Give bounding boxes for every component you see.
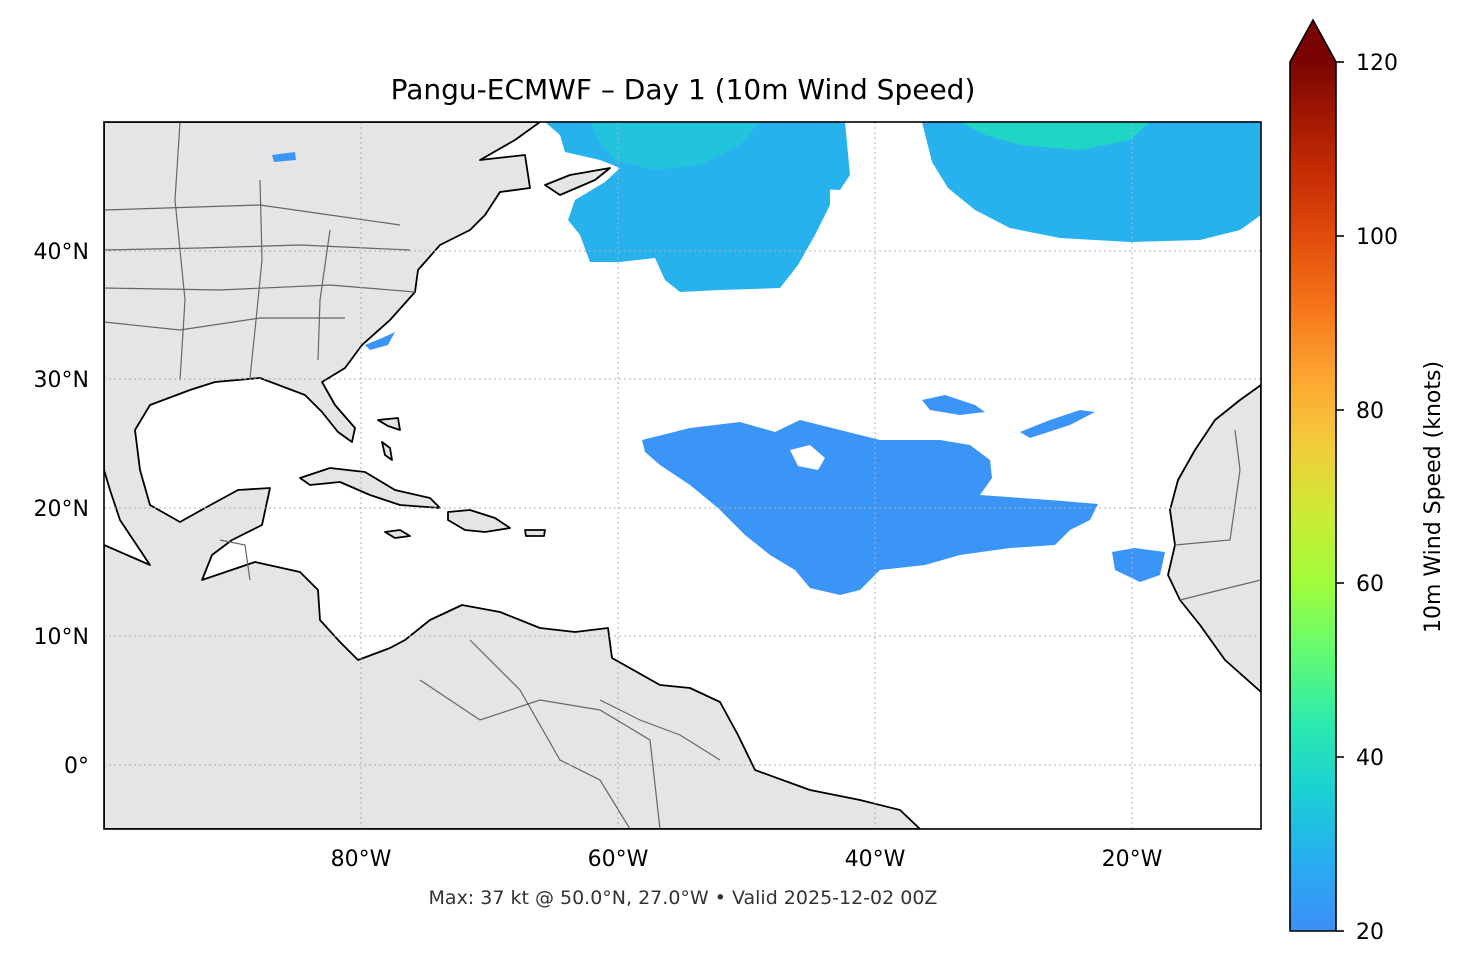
- land-bahamas: [377, 417, 401, 431]
- lat-tick-label: 10°N: [34, 625, 89, 650]
- land-hispaniola: [447, 509, 511, 533]
- colorbar-gradient: [1290, 62, 1336, 931]
- map-frame: [103, 121, 1262, 830]
- wind-area-nw-atlantic-core: [590, 122, 760, 170]
- colorbar-outline: [1289, 18, 1337, 932]
- wind-area-ne-atlantic-core: [960, 122, 1150, 150]
- lon-tick-labels: 80°W 60°W 40°W 20°W: [331, 847, 1163, 872]
- map-title: Pangu-ECMWF – Day 1 (10m Wind Speed): [391, 73, 976, 106]
- lon-tick-label: 60°W: [588, 847, 649, 872]
- max-wind-caption: Max: 37 kt @ 50.0°N, 27.0°W • Valid 2025…: [429, 887, 938, 909]
- land-puerto-rico: [524, 529, 546, 537]
- land-north-america: [104, 122, 921, 829]
- map-panel: [103, 121, 1262, 830]
- colorbar-tick-label: 80: [1356, 399, 1384, 424]
- colorbar-label: 10m Wind Speed (knots): [1421, 361, 1446, 633]
- colorbar: 20 40 60 80 100 120 10m Wind Speed (knot…: [1289, 18, 1446, 945]
- lat-tick-label: 40°N: [34, 240, 89, 265]
- political-borders: [104, 122, 1261, 829]
- land-nova-scotia: [544, 167, 611, 196]
- colorbar-ticks: [1336, 61, 1344, 932]
- lat-tick-label: 0°: [64, 754, 89, 779]
- colorbar-tick-label: 20: [1356, 920, 1384, 945]
- wind-area-ne-atlantic: [922, 122, 1261, 242]
- lat-tick-label: 30°N: [34, 368, 89, 393]
- colorbar-tick-label: 120: [1356, 51, 1398, 76]
- wind-area-great-lakes: [272, 152, 296, 162]
- land-layer: [104, 122, 1261, 829]
- wind-area-bermuda: [365, 332, 395, 350]
- lon-tick-label: 80°W: [331, 847, 392, 872]
- colorbar-extend-arrow: [1290, 20, 1336, 62]
- land-bahamas-2: [381, 441, 393, 461]
- lat-tick-label: 20°N: [34, 497, 89, 522]
- land-jamaica: [384, 529, 411, 539]
- wind-area-cape-verde: [1112, 548, 1165, 582]
- colorbar-tick-label: 60: [1356, 572, 1384, 597]
- lon-tick-label: 40°W: [845, 847, 906, 872]
- wind-area-nw-atlantic: [545, 122, 850, 292]
- wind-area-central-atlantic-2: [1020, 410, 1095, 438]
- wind-area-trade-winds-hole: [790, 445, 825, 470]
- lat-tick-labels: 40°N 30°N 20°N 10°N 0°: [34, 240, 89, 779]
- colorbar-tick-label: 40: [1356, 746, 1384, 771]
- colorbar-tick-label: 100: [1356, 225, 1398, 250]
- wind-area-central-atlantic: [922, 395, 985, 415]
- lon-tick-label: 20°W: [1102, 847, 1163, 872]
